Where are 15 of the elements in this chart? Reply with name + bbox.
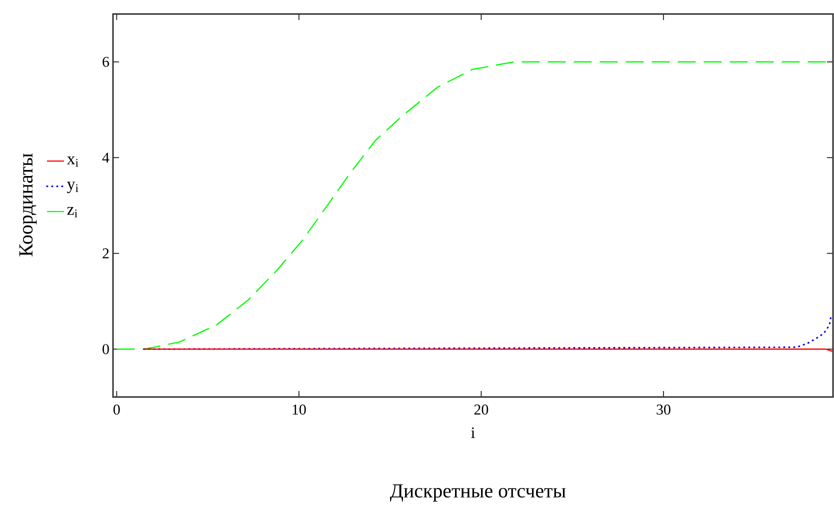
x-tick-label: 10 xyxy=(292,404,306,415)
y-tick-label: 6 xyxy=(102,56,110,67)
x-tick-label: 0 xyxy=(113,404,120,415)
y-tick-label: 0 xyxy=(102,344,109,354)
text: Дискретные отсчеты xyxy=(390,484,566,502)
x-tick-label: 20 xyxy=(474,404,488,415)
legend-label: y$_{i}$ xyxy=(66,182,78,194)
legend-label: x$_{i}$ xyxy=(66,156,78,167)
y-axis-title: Координаты xyxy=(19,154,37,256)
x-axis-title: i xyxy=(471,427,475,438)
line-series xyxy=(143,314,832,350)
x-tick-label: 30 xyxy=(656,404,670,415)
legend-label: z$_{i}$ xyxy=(67,206,78,218)
y-tick-label: 4 xyxy=(102,152,110,163)
y-tick-label: 2 xyxy=(102,248,109,258)
